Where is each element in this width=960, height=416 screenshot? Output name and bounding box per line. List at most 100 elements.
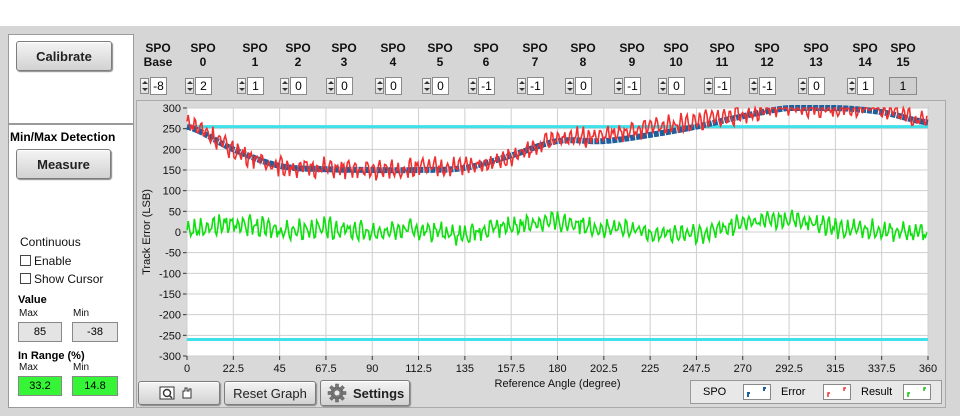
- spo-spinner-2[interactable]: [237, 78, 246, 94]
- legend-error-label: Error: [781, 386, 806, 398]
- spo-control-0: -8: [140, 77, 167, 95]
- legend-error-swatch: [823, 384, 851, 400]
- settings-button[interactable]: Settings: [320, 380, 410, 406]
- in-range-title: In Range (%): [18, 350, 85, 362]
- spo-header-6: SPO 5: [420, 41, 460, 69]
- spo-header-line2: 1: [251, 55, 259, 69]
- spo-header-line2: 8: [579, 55, 587, 69]
- spo-header-line1: SPO: [285, 41, 311, 55]
- spo-header-line1: SPO: [145, 41, 171, 55]
- spo-header-3: SPO 2: [278, 41, 318, 69]
- spo-header-4: SPO 3: [324, 41, 364, 69]
- spo-value-13[interactable]: -1: [759, 77, 776, 95]
- legend-result-swatch: [903, 384, 931, 400]
- spo-header-line1: SPO: [852, 41, 878, 55]
- legend-result-label: Result: [861, 386, 893, 398]
- spo-control-15: 1: [847, 77, 874, 95]
- spo-control-2: 1: [237, 77, 264, 95]
- spo-header-line2: 0: [199, 55, 207, 69]
- spo-spinner-13[interactable]: [749, 78, 758, 94]
- spo-value-16: 1: [889, 77, 917, 95]
- reset-graph-button[interactable]: Reset Graph: [224, 381, 316, 405]
- spo-value-5[interactable]: 0: [385, 77, 402, 95]
- spo-spinner-14[interactable]: [798, 78, 807, 94]
- spo-header-1: SPO 0: [183, 41, 223, 69]
- spo-spinner-8[interactable]: [517, 78, 526, 94]
- spo-header-line2: 15: [896, 55, 910, 69]
- value-max-indicator: 85: [18, 322, 62, 342]
- enable-checkbox[interactable]: [20, 255, 31, 266]
- spo-header-line2: 6: [482, 55, 490, 69]
- spo-spinner-4[interactable]: [326, 78, 335, 94]
- spo-spinner-12[interactable]: [704, 78, 713, 94]
- spo-header-line1: SPO: [803, 41, 829, 55]
- spo-value-14[interactable]: 0: [808, 77, 825, 95]
- in-range-min-label: Min: [73, 362, 90, 373]
- spo-header-line1: SPO: [663, 41, 689, 55]
- spo-value-12[interactable]: -1: [714, 77, 731, 95]
- spo-header-5: SPO 4: [373, 41, 413, 69]
- spo-header-line2: 14: [858, 55, 872, 69]
- spo-value-10[interactable]: -1: [624, 77, 641, 95]
- spo-control-8: -1: [517, 77, 544, 95]
- show-cursor-checkbox[interactable]: [20, 273, 31, 284]
- value-min-label: Min: [73, 308, 90, 319]
- spo-spinner-1[interactable]: [185, 78, 194, 94]
- spo-header-9: SPO 8: [563, 41, 603, 69]
- spo-header-7: SPO 6: [466, 41, 506, 69]
- spo-control-4: 0: [326, 77, 353, 95]
- spo-header-14: SPO 13: [796, 41, 836, 69]
- spo-header-line2: 13: [809, 55, 823, 69]
- spo-spinner-0[interactable]: [140, 78, 149, 94]
- spo-header-8: SPO 7: [515, 41, 555, 69]
- spo-control-3: 0: [280, 77, 307, 95]
- spo-value-2[interactable]: 1: [247, 77, 264, 95]
- spo-header-0: SPO Base: [138, 41, 178, 69]
- spo-header-12: SPO 11: [702, 41, 742, 69]
- legend-spo-label: SPO: [703, 386, 727, 398]
- spo-value-1[interactable]: 2: [195, 77, 212, 95]
- spo-header-line2: 10: [669, 55, 683, 69]
- spo-header-15: SPO 14: [845, 41, 885, 69]
- spo-header-line2: 7: [531, 55, 539, 69]
- calibrate-button[interactable]: Calibrate: [16, 41, 112, 71]
- graph-panel: [136, 100, 946, 408]
- spo-spinner-15[interactable]: [847, 78, 856, 94]
- spo-value-3[interactable]: 0: [290, 77, 307, 95]
- spo-header-line2: 5: [436, 55, 444, 69]
- spo-header-line2: 4: [389, 55, 397, 69]
- spo-value-4[interactable]: 0: [336, 77, 353, 95]
- spo-spinner-7[interactable]: [468, 78, 477, 94]
- spo-header-13: SPO 12: [747, 41, 787, 69]
- measure-button[interactable]: Measure: [16, 149, 111, 179]
- spo-value-8[interactable]: -1: [527, 77, 544, 95]
- spo-value-6[interactable]: 0: [432, 77, 449, 95]
- spo-value-15[interactable]: 1: [857, 77, 874, 95]
- spo-value-0[interactable]: -8: [150, 77, 167, 95]
- graph-tools-button[interactable]: [138, 381, 220, 405]
- spo-header-line1: SPO: [190, 41, 216, 55]
- spo-header-line1: SPO: [380, 41, 406, 55]
- spo-header-line2: 12: [760, 55, 774, 69]
- spo-value-11[interactable]: 0: [668, 77, 685, 95]
- enable-label: Enable: [34, 254, 72, 268]
- spo-spinner-10[interactable]: [614, 78, 623, 94]
- spo-header-line2: 9: [628, 55, 636, 69]
- spo-value-9[interactable]: 0: [575, 77, 592, 95]
- spo-control-16: 1: [889, 77, 917, 95]
- spo-header-16: SPO 15: [883, 41, 923, 69]
- zoom-pan-icon: [159, 386, 192, 400]
- spo-spinner-6[interactable]: [422, 78, 431, 94]
- spo-spinner-5[interactable]: [375, 78, 384, 94]
- spo-header-line1: SPO: [522, 41, 548, 55]
- spo-header-line2: 11: [715, 55, 729, 69]
- spo-control-14: 0: [798, 77, 825, 95]
- spo-header-line2: 3: [340, 55, 348, 69]
- spo-control-7: -1: [468, 77, 495, 95]
- spo-spinner-11[interactable]: [658, 78, 667, 94]
- spo-spinner-3[interactable]: [280, 78, 289, 94]
- continuous-label: Continuous: [20, 235, 81, 249]
- minmax-panel: Min/Max Detection Measure Continuous Ena…: [8, 124, 134, 408]
- spo-value-7[interactable]: -1: [478, 77, 495, 95]
- spo-spinner-9[interactable]: [565, 78, 574, 94]
